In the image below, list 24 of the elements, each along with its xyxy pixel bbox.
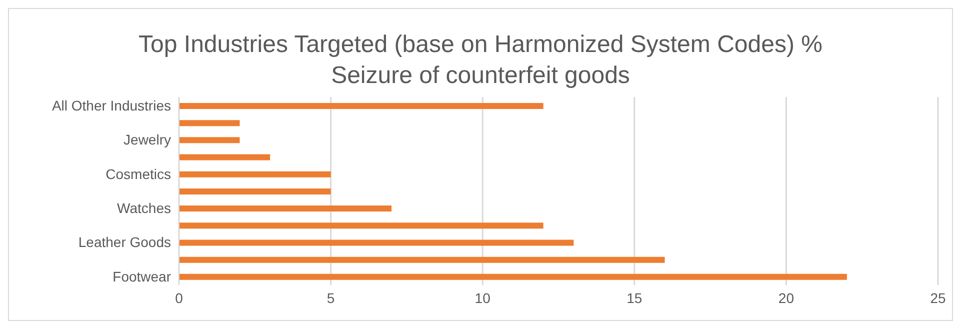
bar [179,188,331,194]
x-tick-label: 0 [175,290,184,306]
x-tick-label: 25 [930,290,946,306]
y-tick-label: Footwear [112,268,172,284]
bar [179,256,665,263]
bar [179,171,331,178]
x-tick-label: 10 [474,290,491,306]
bar [179,120,240,126]
x-tick-label: 15 [626,290,642,306]
bar [179,103,544,109]
y-tick-label: Jewelry [124,132,171,148]
y-tick-label: Leather Goods [78,234,171,250]
bar [179,206,392,212]
y-tick-label: All Other Industries [52,98,171,114]
x-tick-label: 20 [778,290,794,306]
bar [179,154,270,160]
bar [179,137,240,144]
bar [179,274,847,280]
bar [179,240,574,246]
y-tick-label: Cosmetics [106,166,171,182]
chart-title: Top Industries Targeted (base on Harmonized System Codes) % Seizure of counterfeit goods [138,30,824,91]
x-tick-label: 5 [326,290,335,306]
bar [179,222,544,229]
y-tick-label: Watches [117,200,171,216]
